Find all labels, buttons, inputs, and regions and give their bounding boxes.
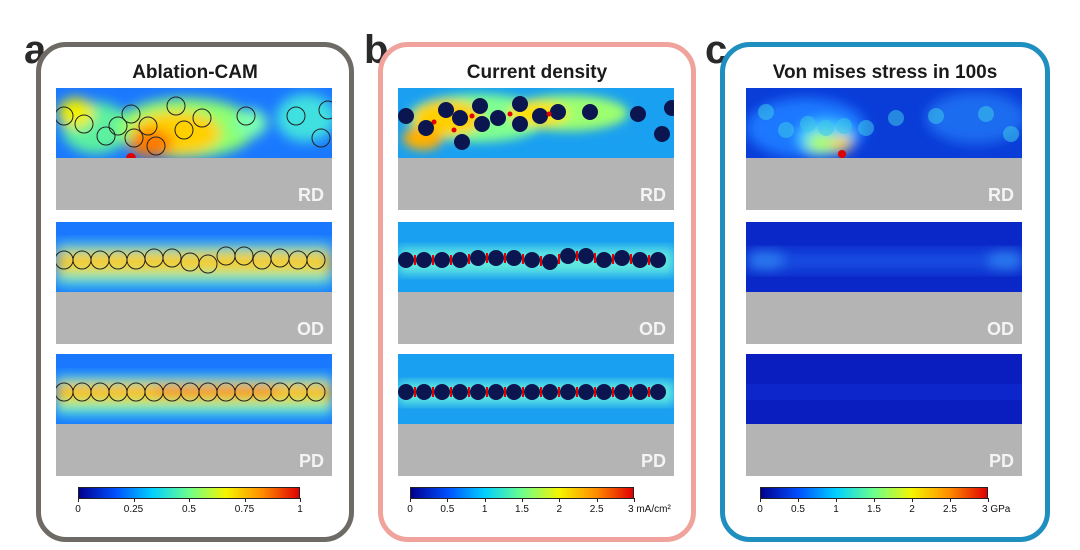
- colorbar-tick-label: 2: [909, 504, 915, 515]
- panel-c-title: Von mises stress in 100s: [772, 62, 998, 83]
- colorbar-tick-mark: [596, 498, 598, 502]
- colorbar-tick-label: 0.25: [123, 504, 144, 515]
- panel-b-title: Current density: [466, 62, 608, 83]
- colorbar-tick-label: 2.5: [589, 504, 604, 515]
- panel-c-pd-electrode: [746, 424, 1022, 476]
- colorbar-tick-label: 0: [757, 504, 763, 515]
- colorbar-tick-label: 0: [407, 504, 413, 515]
- panel-a-title: Ablation-CAM: [132, 62, 258, 83]
- colorbar-tick-label: 1.5: [867, 504, 881, 515]
- panel-b-sample-od: OD: [398, 222, 674, 344]
- panel-b-pd-label: PD: [640, 451, 666, 471]
- panel-b-od-label: OD: [639, 319, 666, 339]
- panel-a-rd-electrode: [56, 158, 332, 210]
- colorbar-tick-label: 2.5: [943, 504, 957, 515]
- colorbar-tick-label: 0.5: [182, 504, 196, 515]
- panel-a-sample-rd: RD: [56, 88, 332, 210]
- panel-c-pd-heatmap: [746, 354, 1022, 424]
- panel-c-sample-rd: RD: [746, 88, 1022, 210]
- colorbar-tick-mark: [836, 498, 837, 502]
- panel-a-pd-label: PD: [298, 451, 324, 471]
- panel-a-od-label: OD: [297, 319, 324, 339]
- panel-a-pd-heatmap: [56, 354, 332, 424]
- colorbar-tick-label: 0.5: [791, 504, 805, 515]
- panel-b-pd-electrode: [398, 424, 674, 476]
- colorbar-tick-mark: [133, 498, 135, 502]
- panel-c-sample-pd: PD: [746, 354, 1022, 476]
- colorbar-tick-label: 3 GPa: [982, 504, 1011, 515]
- colorbar-tick-label: 3 mA/cm²: [628, 504, 671, 515]
- panel-a-sample-od: OD: [56, 222, 332, 344]
- panel-c-od-heatmap: [746, 222, 1022, 292]
- colorbar-tick-label: 2: [556, 504, 563, 515]
- colorbar-tick-mark: [634, 498, 635, 502]
- panel-b-od-electrode: [398, 292, 674, 344]
- colorbar-tick-mark: [484, 498, 486, 502]
- panel-b-pd-heatmap: [398, 354, 674, 424]
- panel-b-sample-pd: PD: [398, 354, 674, 476]
- panel-b-rd-electrode: [398, 158, 674, 210]
- colorbar-tick-mark: [559, 498, 561, 502]
- panel-c-rd-label: RD: [988, 185, 1014, 205]
- panel-b-rd-label: RD: [640, 185, 666, 205]
- colorbar-tick-label: 1.5: [515, 504, 529, 515]
- panel-c-sample-od: OD: [746, 222, 1022, 344]
- colorbar-tick-mark: [874, 498, 875, 502]
- colorbar-tick-mark: [522, 498, 523, 502]
- colorbar-tick-mark: [798, 498, 799, 502]
- panel-b-rd-heatmap: [398, 88, 674, 158]
- colorbar-tick-label: 1: [297, 504, 303, 515]
- panel-a-rd-heatmap: [56, 88, 332, 158]
- colorbar-tick-label: 1: [833, 504, 839, 515]
- panel-c-rd-electrode: [746, 158, 1022, 210]
- panel-a-pd-electrode: [56, 424, 332, 476]
- panel-c-rd-heatmap: [746, 88, 1022, 158]
- colorbar-tick-mark: [760, 498, 761, 502]
- colorbar-tick-mark: [988, 498, 989, 502]
- colorbar-tick-label: 0.5: [440, 504, 455, 515]
- colorbar-unit: GPa: [987, 504, 1011, 515]
- colorbar-tick-mark: [410, 498, 411, 502]
- panel-a-sample-pd: PD: [56, 354, 332, 476]
- colorbar-tick-mark: [447, 498, 449, 502]
- panel-a-od-electrode: [56, 292, 332, 344]
- colorbar-tick-label: 0: [75, 504, 81, 515]
- colorbar-tick-mark: [912, 498, 913, 502]
- panel-a-od-heatmap: [56, 222, 332, 292]
- colorbar-tick-label: 1: [481, 504, 488, 515]
- panel-b-od-heatmap: [398, 222, 674, 292]
- panel-b-sample-rd: RD: [398, 88, 674, 210]
- colorbar-tick-label: 0.75: [234, 504, 255, 515]
- colorbar-unit: mA/cm²: [633, 504, 671, 515]
- panel-c-od-label: OD: [987, 319, 1014, 339]
- colorbar-tick-mark: [78, 498, 79, 502]
- colorbar-tick-mark: [189, 498, 190, 502]
- panel-a-rd-label: RD: [298, 185, 324, 205]
- colorbar-tick-mark: [300, 498, 301, 502]
- panel-c-od-electrode: [746, 292, 1022, 344]
- colorbar-tick-mark: [950, 498, 951, 502]
- colorbar-tick-mark: [244, 498, 246, 502]
- panel-c-pd-label: PD: [988, 451, 1014, 471]
